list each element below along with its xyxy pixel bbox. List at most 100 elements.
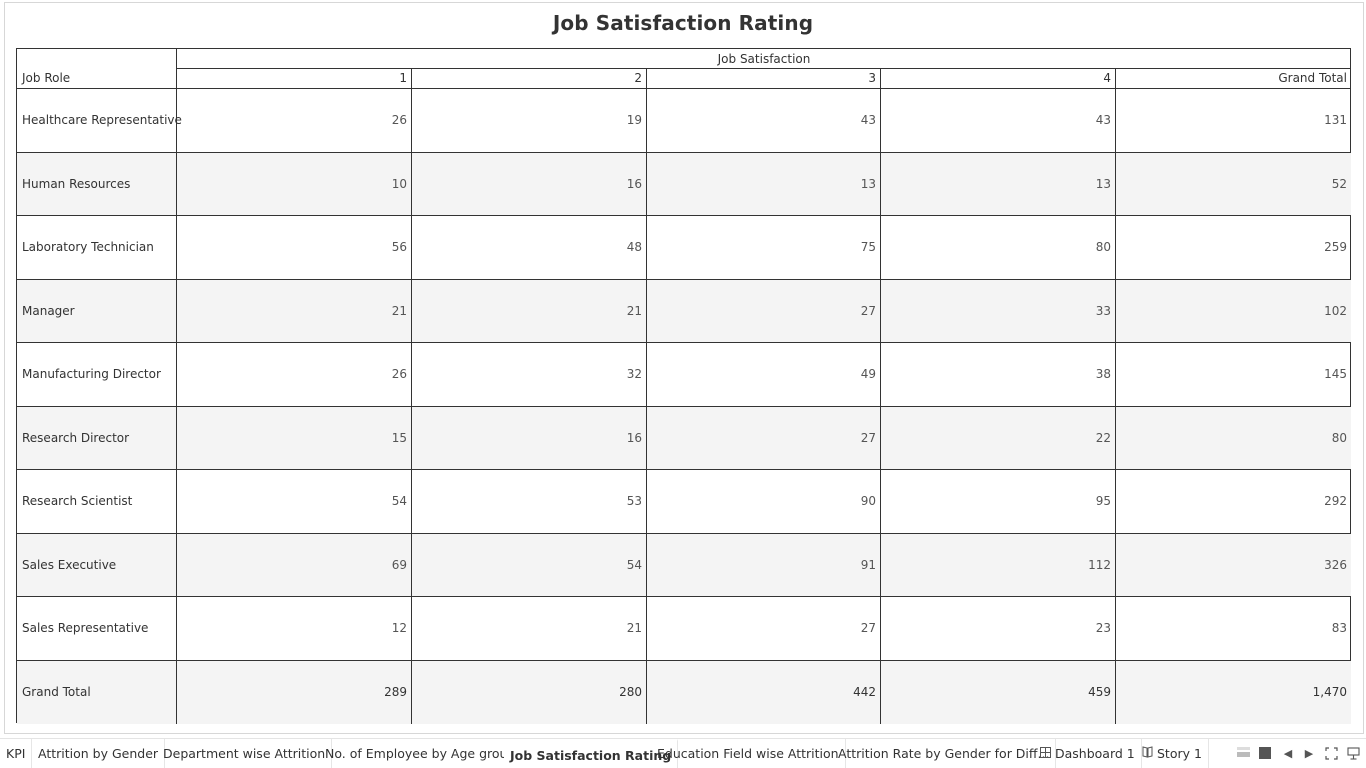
table-cell[interactable]: 53 [412,470,647,533]
table-cell[interactable]: 90 [647,470,881,533]
tab-employee-by-age-group[interactable]: No. of Employee by Age group [319,739,523,768]
sheet-title: Job Satisfaction Rating [552,11,814,35]
table-cell[interactable]: 289 [177,660,412,724]
column-header-2[interactable]: 2 [412,69,647,89]
table-cell[interactable]: 259 [1324,240,1347,255]
tab-label: Job Satisfaction Rating [510,748,672,763]
device-preview-icon[interactable] [1346,747,1360,761]
table-cell[interactable]: 280 [412,660,647,724]
column-header-4[interactable]: 4 [881,69,1116,89]
table-cell[interactable]: 27 [647,406,881,469]
row-label[interactable]: Grand Total [17,660,177,724]
table-cell[interactable]: 21 [412,279,647,342]
table-cell[interactable]: 48 [412,216,647,279]
row-label[interactable]: Manufacturing Director [17,343,177,406]
table-cell[interactable]: 32 [412,343,647,406]
table-row: Manufacturing Director 26 32 49 38 145 [17,343,1351,407]
table-cell[interactable]: 75 [647,216,881,279]
table-cell[interactable]: 13 [881,152,1116,215]
tab-kpi[interactable]: KPI [0,739,33,768]
table-cell[interactable]: 54 [412,533,647,596]
table-cell[interactable]: 22 [881,406,1116,469]
row-label[interactable]: Sales Representative [17,597,177,660]
table-cell[interactable]: 80 [881,216,1116,279]
table-row: Sales Executive 69 54 91 112 326 [17,533,1351,597]
table-cell[interactable]: 43 [881,89,1116,152]
tab-education-field-wise-attrition[interactable]: Education Field wise Attrition [651,739,846,768]
tab-attrition-by-gender[interactable]: Attrition by Gender [32,739,166,768]
table-cell[interactable]: 292 [1324,494,1347,509]
table-cell[interactable]: 19 [412,89,647,152]
show-filmstrip-icon[interactable] [1236,747,1250,761]
row-label[interactable]: Sales Executive [17,533,177,596]
table-cell[interactable]: 95 [881,470,1116,533]
table-cell[interactable]: 27 [647,279,881,342]
table-cell[interactable]: 131 [1324,113,1347,128]
table-row: Laboratory Technician 56 48 75 80 259 [17,216,1351,280]
tab-label: Dashboard 1 [1055,746,1135,761]
table-cell[interactable]: 10 [177,152,412,215]
table-cell[interactable]: 459 [881,660,1116,724]
table-cell[interactable]: 54 [177,470,412,533]
tab-attrition-rate-by-gender[interactable]: Attrition Rate by Gender for Diff... [832,739,1057,768]
table-cell[interactable]: 26 [177,343,412,406]
table-cell[interactable]: 52 [1331,176,1347,191]
table-row: Healthcare Representative 26 19 43 43 131 [17,89,1351,153]
grand-total-row: Grand Total 289 280 442 459 1,470 [17,660,1351,724]
row-label[interactable]: Manager [17,279,177,342]
tab-label: Attrition Rate by Gender for Diff... [838,746,1050,761]
tab-label: No. of Employee by Age group [325,746,516,761]
row-label[interactable]: Research Director [17,406,177,469]
table-cell[interactable]: 80 [1331,430,1347,445]
table-row: Sales Representative 12 21 27 23 83 [17,597,1351,661]
row-label[interactable]: Healthcare Representative [17,89,182,152]
table-cell[interactable]: 21 [412,597,647,660]
table-cell[interactable]: 21 [177,279,412,342]
table-cell[interactable]: 83 [1331,621,1347,636]
next-sheet-icon[interactable]: ▶ [1304,747,1314,760]
table-cell[interactable]: 16 [412,152,647,215]
table-row: Research Scientist 54 53 90 95 292 [17,470,1351,534]
column-group-title[interactable]: Job Satisfaction [177,49,1351,69]
table-cell[interactable]: 112 [881,533,1116,596]
table-cell[interactable]: 145 [1324,367,1347,382]
crosstab-table: Job Role Job Satisfaction 1 2 3 4 Grand … [16,48,1351,724]
table-cell[interactable]: 56 [177,216,412,279]
table-cell[interactable]: 38 [881,343,1116,406]
column-header-1[interactable]: 1 [177,69,412,89]
table-cell[interactable]: 26 [177,89,412,152]
table-cell[interactable]: 91 [647,533,881,596]
table-cell[interactable]: 442 [647,660,881,724]
table-cell[interactable]: 43 [647,89,881,152]
table-cell[interactable]: 13 [647,152,881,215]
table-cell[interactable]: 27 [647,597,881,660]
dashboard-icon [1040,740,1051,768]
tab-label: Education Field wise Attrition [657,746,839,761]
row-label[interactable]: Laboratory Technician [17,216,177,279]
row-header-title[interactable]: Job Role [17,49,177,89]
row-label[interactable]: Research Scientist [17,470,177,533]
table-cell[interactable]: 69 [177,533,412,596]
tab-dashboard-1[interactable]: Dashboard 1 [1034,739,1142,768]
table-cell[interactable]: 15 [177,406,412,469]
table-cell[interactable]: 12 [177,597,412,660]
table-row: Human Resources 10 16 13 13 52 [17,152,1351,216]
column-header-grand-total[interactable]: Grand Total [1116,69,1351,89]
tab-job-satisfaction-rating[interactable]: Job Satisfaction Rating [504,739,679,768]
table-cell[interactable]: 23 [881,597,1116,660]
tab-department-wise-attrition[interactable]: Department wise Attrition [157,739,333,768]
table-cell[interactable]: 1,470 [1312,685,1347,700]
table-cell[interactable]: 326 [1324,557,1347,572]
show-tabs-icon[interactable] [1258,747,1272,761]
table-cell[interactable]: 49 [647,343,881,406]
table-cell[interactable]: 16 [412,406,647,469]
tab-story-1[interactable]: Story 1 [1136,739,1209,768]
tab-label: KPI [6,746,26,761]
previous-sheet-icon[interactable]: ◀ [1283,747,1293,760]
presentation-mode-icon[interactable] [1324,747,1338,761]
row-label[interactable]: Human Resources [17,152,177,215]
column-header-3[interactable]: 3 [647,69,881,89]
tab-label: Story 1 [1157,746,1202,761]
table-cell[interactable]: 102 [1324,303,1347,318]
table-cell[interactable]: 33 [881,279,1116,342]
